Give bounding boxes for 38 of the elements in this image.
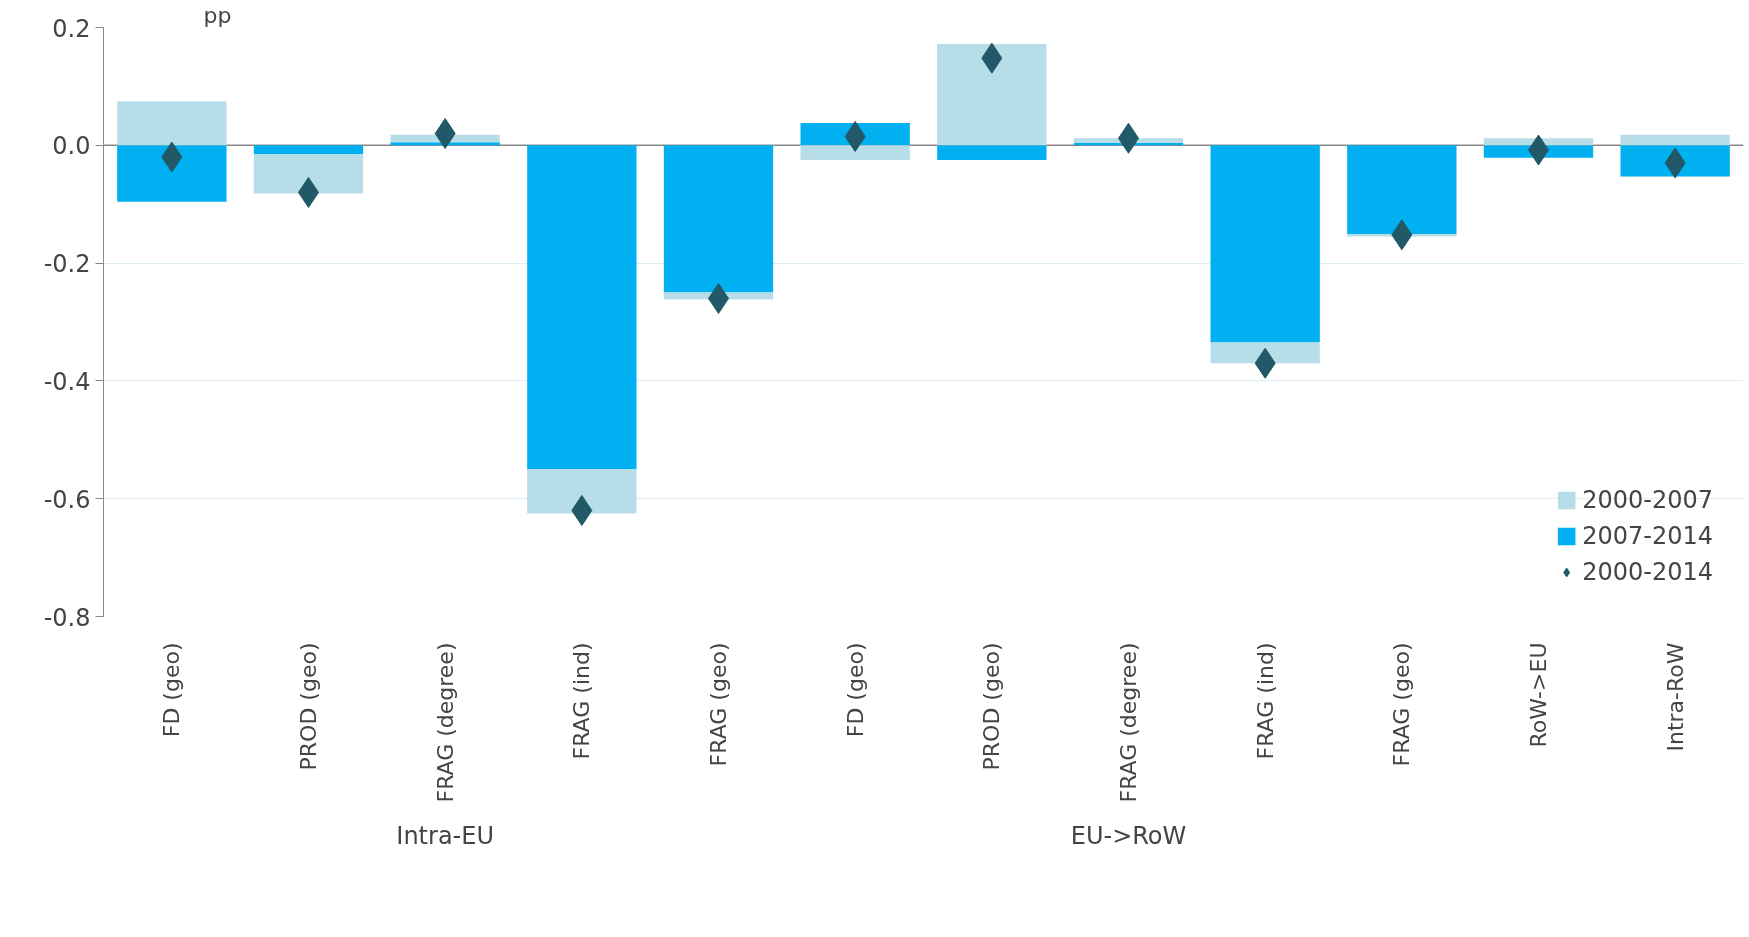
bar [117, 101, 227, 146]
legend-label: 2000-2014 [1582, 558, 1713, 586]
bar [253, 154, 364, 194]
x-tick-label: FRAG (ind) [1252, 642, 1278, 760]
y-tick-label: -0.6 [43, 485, 91, 514]
x-tick-label: PROD (geo) [296, 642, 321, 771]
y-axis-title: pp [203, 2, 232, 28]
text: Intra-EU [396, 821, 495, 850]
bar [800, 145, 910, 161]
bar [937, 145, 1047, 161]
bar [1620, 134, 1730, 146]
x-tick-label: FD (geo) [159, 642, 185, 738]
bar [117, 145, 227, 202]
bar [253, 145, 364, 155]
x-tick-label: RoW->EU [1526, 642, 1551, 748]
x-tick-label: FRAG (geo) [1389, 642, 1415, 767]
y-tick-label: -0.4 [43, 367, 91, 396]
x-tick-label: FRAG (degree) [1116, 642, 1141, 803]
bar [1210, 145, 1320, 343]
legend-label: 2007-2014 [1582, 522, 1713, 550]
x-tick-label: FRAG (degree) [432, 642, 458, 803]
x-tick-label: FRAG (ind) [569, 642, 595, 760]
x-tick-label: FRAG (geo) [706, 642, 731, 767]
x-tick-label: Intra-RoW [1662, 642, 1688, 752]
y-tick-label: -0.2 [43, 250, 91, 279]
bar [663, 145, 774, 293]
bar [1347, 145, 1457, 235]
bar [527, 145, 637, 470]
y-tick-label: -0.8 [43, 603, 91, 632]
bar [390, 142, 500, 146]
legend-label: 2000-2007 [1582, 486, 1713, 514]
x-tick-label: PROD (geo) [979, 642, 1005, 771]
bar [937, 43, 1047, 146]
x-tick-label: FD (geo) [842, 642, 868, 738]
text: EU->RoW [1070, 821, 1187, 850]
y-tick-label: 0.2 [52, 14, 91, 43]
y-tick-label: 0.0 [52, 132, 91, 161]
bar [527, 469, 637, 514]
